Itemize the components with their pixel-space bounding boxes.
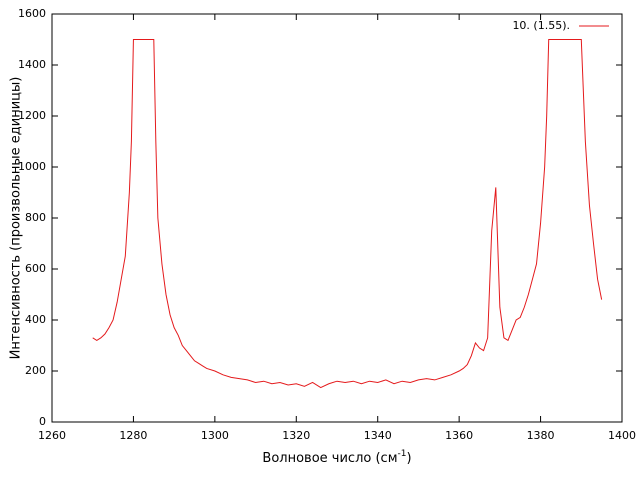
data-line	[92, 39, 603, 389]
x-tick-label: 1360	[445, 429, 473, 442]
x-tick-label: 1320	[282, 429, 310, 442]
y-tick-label: 1600	[18, 7, 46, 20]
legend-label: 10. (1.55).	[512, 19, 570, 32]
y-tick-label: 1000	[18, 160, 46, 173]
x-axis-label-text: Волновое число (см	[262, 451, 397, 466]
y-tick-label: 1200	[18, 109, 46, 122]
y-tick-label: 400	[25, 313, 46, 326]
x-tick-label: 1280	[119, 429, 147, 442]
x-tick-label: 1260	[38, 429, 66, 442]
y-tick-label: 0	[39, 415, 46, 428]
x-tick-label: 1400	[608, 429, 636, 442]
plot-frame	[51, 13, 623, 423]
x-tick-label: 1380	[527, 429, 555, 442]
x-axis-label-sup: -1	[398, 449, 407, 459]
y-tick-label: 1400	[18, 58, 46, 71]
x-tick-label: 1340	[364, 429, 392, 442]
x-axis-label-end: )	[406, 451, 411, 466]
x-tick-label: 1300	[201, 429, 229, 442]
y-tick-label: 200	[25, 364, 46, 377]
y-tick-label: 800	[25, 211, 46, 224]
y-tick-label: 600	[25, 262, 46, 275]
x-axis-label: Волновое число (см-1)	[262, 449, 411, 466]
y-axis-label: Интенсивность (произвольные единицы)	[9, 77, 24, 360]
